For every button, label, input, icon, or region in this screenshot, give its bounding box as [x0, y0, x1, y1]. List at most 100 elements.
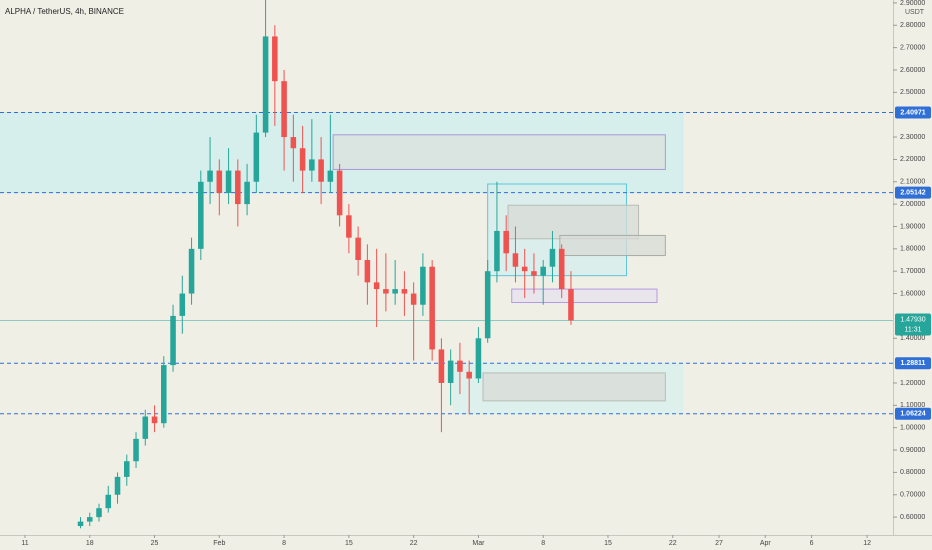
y-tick-label: 1.00000 — [900, 425, 925, 432]
y-tick-label: 0.60000 — [900, 514, 925, 521]
candle-body — [105, 494, 112, 509]
currency-label: USDT — [905, 9, 925, 16]
candle-body — [373, 282, 380, 290]
candle-body — [281, 81, 287, 138]
x-tick-label: 11 — [21, 540, 28, 547]
candle-body — [225, 170, 232, 193]
candle-body — [309, 159, 315, 171]
axes: 2.90000 2.80000 2.70000 2.60000 2.50000 2.300… — [21, 0, 931, 547]
candle-body — [420, 266, 426, 305]
x-tick-label: 18 — [86, 540, 94, 547]
x-tick-label: 6 — [810, 540, 814, 547]
candle-body — [124, 461, 130, 477]
candle-body — [170, 315, 176, 366]
candle-body — [290, 137, 297, 149]
y-tick-label: 2.70000 — [900, 44, 925, 51]
candle-body — [114, 476, 121, 495]
zone — [511, 288, 658, 303]
candle-body — [475, 338, 482, 379]
candle-body — [244, 181, 250, 205]
y-tick-label: 2.50000 — [900, 89, 925, 96]
candle-body — [438, 349, 445, 383]
candle-body — [457, 360, 463, 372]
level-badge — [895, 106, 931, 119]
level-label: 1.06224 — [900, 411, 925, 418]
candle-body — [96, 508, 102, 518]
candle-body — [151, 416, 158, 424]
zone — [559, 234, 666, 257]
candle-body — [568, 289, 574, 321]
candle-body — [383, 289, 389, 294]
candle-body — [179, 293, 186, 316]
last-price-badge — [895, 313, 931, 336]
x-tick-label: Apr — [760, 540, 772, 547]
candle-body — [503, 230, 509, 254]
zone — [507, 204, 640, 240]
x-tick-label: 27 — [715, 540, 723, 547]
candle-body — [198, 181, 204, 249]
candle-body — [253, 132, 260, 182]
zone — [482, 372, 666, 402]
y-tick-label: 2.80000 — [900, 22, 925, 29]
level-label: 1.28811 — [901, 360, 926, 367]
candle-body — [466, 371, 472, 379]
y-tick-label: 2.20000 — [900, 156, 925, 163]
x-tick-label: Mar — [472, 540, 485, 547]
x-tick-label: 22 — [669, 540, 677, 547]
level-badge — [895, 186, 931, 199]
y-tick-label: 2.30000 — [900, 134, 925, 141]
candle-body — [540, 266, 546, 276]
x-tick-label: 25 — [151, 540, 159, 547]
y-tick-label: 0.90000 — [900, 447, 925, 454]
candle-body — [77, 521, 84, 527]
candle-body — [401, 289, 408, 294]
candle-body — [142, 416, 149, 439]
candle-body — [262, 36, 269, 133]
candle-body — [235, 170, 241, 205]
candle-body — [216, 170, 223, 193]
candle-body — [133, 438, 139, 462]
candle-body — [549, 248, 556, 267]
y-tick-label: 1.20000 — [900, 380, 925, 387]
candle-body — [531, 271, 537, 276]
candle-body — [447, 360, 454, 383]
candle-body — [355, 237, 361, 261]
candle-body — [364, 260, 371, 283]
y-tick-label: 2.60000 — [900, 67, 925, 74]
x-tick-label: 12 — [863, 540, 871, 547]
candle-body — [86, 517, 93, 522]
candle-body — [346, 215, 352, 238]
candle-body — [494, 230, 500, 272]
x-tick-label: 8 — [541, 540, 545, 547]
candle-body — [272, 36, 278, 82]
candle-body — [207, 170, 213, 182]
countdown-label: 11:31 — [905, 326, 922, 333]
y-tick-label: 1.10000 — [900, 402, 925, 409]
y-tick-label: 1.90000 — [900, 223, 925, 230]
candle-body — [429, 266, 435, 350]
candle-body — [512, 253, 519, 267]
chart-title: ALPHA / TetherUS, 4h, BINANCE — [5, 7, 124, 16]
x-tick-label: 15 — [604, 540, 612, 547]
plot-area — [0, 0, 893, 529]
y-tick-label: 2.00000 — [900, 201, 925, 208]
y-tick-label: 1.60000 — [900, 290, 925, 297]
candle-body — [299, 148, 306, 171]
candle-body — [484, 271, 491, 339]
candle-body — [410, 293, 417, 305]
y-tick-label: 2.90000 — [900, 0, 925, 7]
level-label: 2.40971 — [900, 109, 925, 116]
x-tick-label: 22 — [410, 540, 418, 547]
x-tick-label: 8 — [282, 540, 286, 547]
zone — [332, 134, 666, 170]
x-tick-label: 15 — [345, 540, 353, 547]
candle-body — [521, 266, 528, 272]
level-badge — [895, 407, 931, 420]
y-tick-label: 2.10000 — [900, 179, 925, 186]
candle-body — [318, 159, 324, 182]
level-badge — [895, 357, 931, 370]
candle-body — [188, 248, 195, 294]
